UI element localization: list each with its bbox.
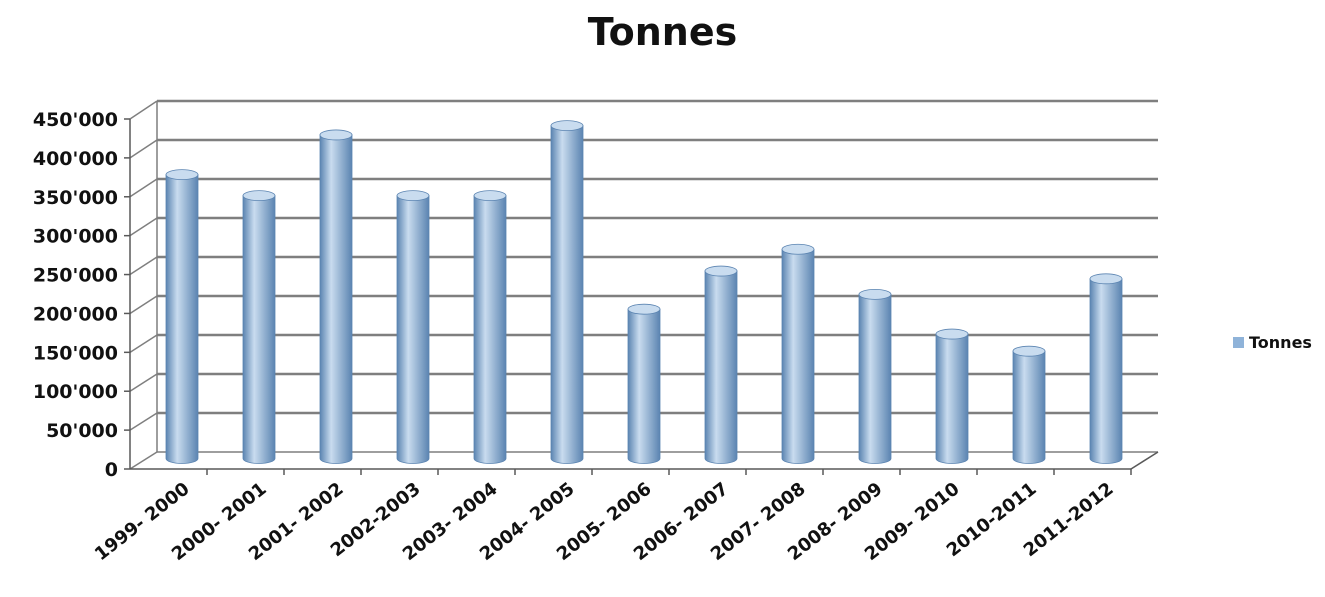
y-tick-label: 150'000 (33, 342, 118, 364)
gridline-depth (129, 256, 158, 276)
legend: Tonnes (1233, 333, 1312, 352)
bar-body (704, 270, 738, 464)
bar-top (858, 288, 892, 300)
gridline-depth (129, 334, 158, 353)
gridline-depth (129, 295, 158, 315)
bar-body (1012, 350, 1046, 464)
bar-body (319, 134, 353, 464)
gridline-depth (129, 451, 158, 470)
bar-body (242, 195, 276, 464)
bar (396, 190, 430, 464)
bar (935, 328, 969, 464)
axes (124, 101, 1159, 475)
bar-top (935, 328, 969, 340)
legend-swatch (1233, 337, 1244, 348)
y-tick-label: 250'000 (33, 265, 118, 287)
bar-top (781, 243, 815, 255)
gridline-depth (129, 217, 158, 237)
bar (627, 303, 661, 464)
gridline-depth (129, 178, 158, 198)
chart-title: Tonnes (587, 10, 738, 54)
gridline-depth (129, 373, 158, 392)
bar (319, 129, 353, 464)
bars (165, 120, 1123, 464)
y-tick-label: 50'000 (46, 420, 118, 442)
bar-body (781, 248, 815, 464)
gridline-depth (129, 100, 158, 120)
floor-edge (1130, 451, 1159, 470)
bar-top (1012, 345, 1046, 357)
bar (165, 169, 199, 464)
y-tick-label: 200'000 (33, 303, 118, 325)
bar (242, 190, 276, 464)
bar-top (165, 169, 199, 181)
bar-body (396, 195, 430, 464)
bar (550, 120, 584, 464)
bar-top (242, 190, 276, 202)
bar-top (550, 120, 584, 132)
bar (1012, 345, 1046, 464)
bar-top (396, 190, 430, 202)
y-tick-label: 100'000 (33, 381, 118, 403)
bar-body (858, 293, 892, 464)
gridline-depth (129, 139, 158, 159)
bar-body (935, 333, 969, 464)
bar-top (704, 265, 738, 277)
bar (781, 243, 815, 464)
bar-top (1089, 273, 1123, 285)
bar-body (627, 308, 661, 464)
bar (858, 288, 892, 464)
bar-top (627, 303, 661, 315)
y-tick-label: 350'000 (33, 187, 118, 209)
bar-top (473, 190, 507, 202)
bar-body (1089, 278, 1123, 464)
y-tick-label: 450'000 (33, 109, 118, 131)
bar (704, 265, 738, 464)
legend-label: Tonnes (1249, 333, 1312, 352)
y-tick-label: 0 (105, 459, 118, 481)
y-tick-label: 300'000 (33, 226, 118, 248)
y-tick-label: 400'000 (33, 148, 118, 170)
bar-body (165, 174, 199, 464)
bar-top (319, 129, 353, 141)
bar (1089, 273, 1123, 464)
gridline-depth (129, 412, 158, 431)
bar (473, 190, 507, 464)
bar-body (550, 125, 584, 464)
bar-body (473, 195, 507, 464)
